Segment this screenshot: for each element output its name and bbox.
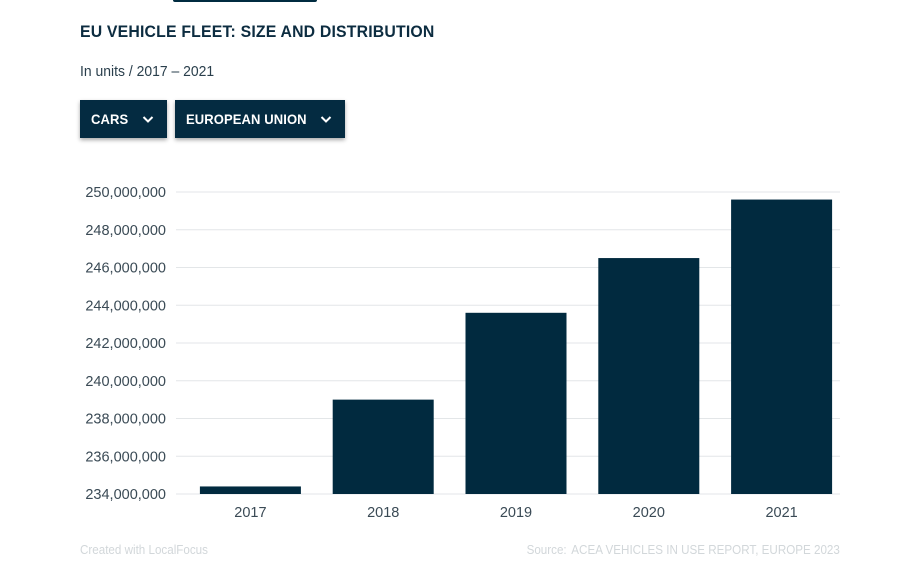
top-tab-active[interactable] — [173, 0, 317, 2]
x-tick-label: 2020 — [633, 505, 665, 521]
bar — [332, 399, 434, 494]
y-tick-label: 246,000,000 — [85, 261, 166, 277]
vehicle-type-dropdown[interactable]: CARS — [80, 100, 167, 138]
vehicle-type-dropdown-label: CARS — [91, 111, 129, 127]
region-dropdown[interactable]: EUROPEAN UNION — [175, 100, 345, 138]
x-tick-label: 2017 — [234, 505, 266, 521]
y-tick-label: 250,000,000 — [85, 185, 166, 201]
source-value: ACEA VEHICLES IN USE REPORT, EUROPE 2023 — [571, 543, 840, 557]
bar — [465, 312, 567, 494]
y-tick-label: 234,000,000 — [85, 487, 166, 503]
chart-subtitle: In units / 2017 – 2021 — [80, 63, 215, 80]
bar — [199, 486, 301, 494]
x-tick-label: 2019 — [500, 505, 532, 521]
credit-text[interactable]: Created with LocalFocus — [80, 543, 208, 557]
y-tick-label: 244,000,000 — [85, 298, 166, 314]
y-tick-label: 236,000,000 — [85, 449, 166, 465]
y-tick-label: 240,000,000 — [85, 374, 166, 390]
bar — [731, 199, 833, 495]
source-text: Source: ACEA VEHICLES IN USE REPORT, EURO… — [527, 543, 840, 557]
x-tick-label: 2018 — [367, 505, 399, 521]
chevron-down-icon — [142, 116, 154, 123]
chevron-down-icon — [320, 116, 332, 123]
bar — [598, 258, 700, 494]
region-dropdown-label: EUROPEAN UNION — [186, 111, 307, 127]
chart-title: EU VEHICLE FLEET: SIZE AND DISTRIBUTION — [80, 22, 435, 41]
y-tick-label: 238,000,000 — [85, 412, 166, 428]
y-tick-label: 242,000,000 — [85, 336, 166, 352]
top-tab-strip — [0, 0, 923, 4]
source-label: Source: — [526, 543, 567, 557]
y-tick-label: 248,000,000 — [85, 223, 166, 239]
x-tick-label: 2021 — [765, 505, 797, 521]
